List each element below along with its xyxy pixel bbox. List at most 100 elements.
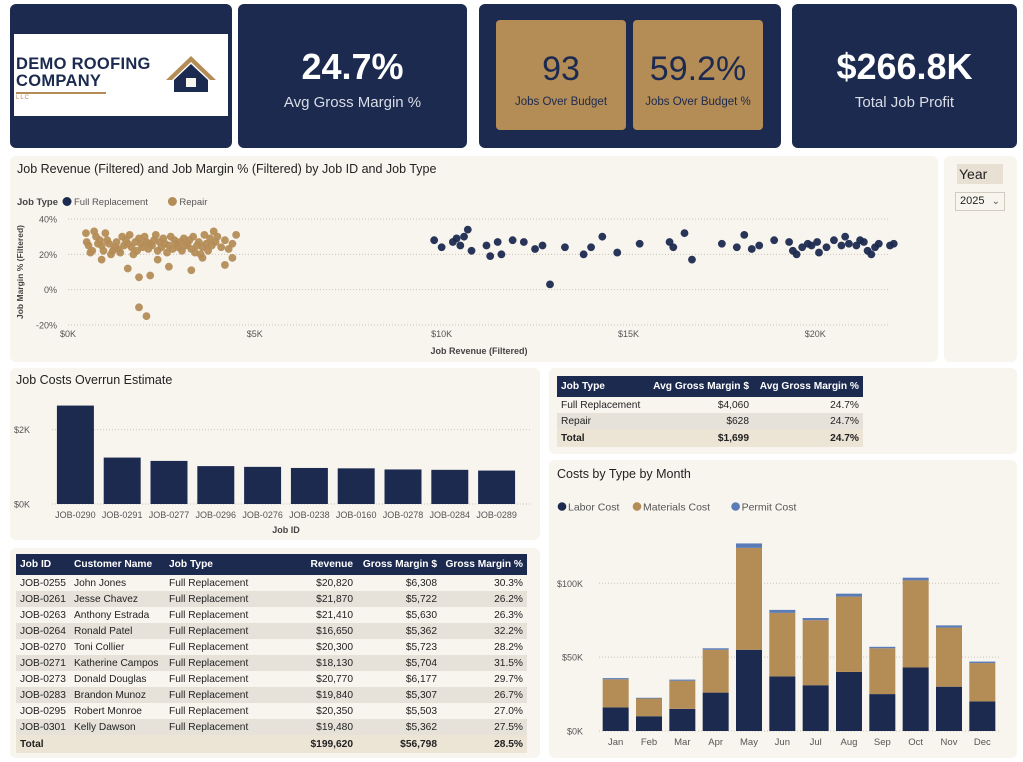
scatter-point bbox=[841, 232, 850, 241]
table-cell: JOB-0270 bbox=[20, 641, 66, 653]
bar bbox=[431, 469, 469, 504]
table-cell: 27.5% bbox=[441, 719, 527, 735]
legend-label: Full Replacement bbox=[74, 197, 148, 208]
table-row[interactable]: JOB-0271 Katherine Campos Full Replacement… bbox=[16, 655, 527, 671]
legend-label: Labor Cost bbox=[568, 502, 619, 514]
table-header-row: Job Type Avg Gross Margin $ Avg Gross Marg… bbox=[557, 376, 863, 397]
table-row[interactable]: JOB-0273 Donald Douglas Full Replacement $2… bbox=[16, 671, 527, 687]
table-cell: 29.7% bbox=[494, 673, 523, 685]
bar-segment bbox=[802, 620, 829, 686]
x-tick-label: Dec bbox=[974, 737, 991, 748]
x-tick-label: Jul bbox=[810, 737, 822, 748]
total-cell bbox=[165, 735, 301, 753]
bar-segment bbox=[836, 671, 862, 731]
table-cell: 26.7% bbox=[441, 687, 527, 703]
table-cell: 31.5% bbox=[441, 655, 527, 671]
y-tick-label: 20% bbox=[39, 250, 57, 260]
table-cell: $5,704 bbox=[357, 655, 441, 671]
total-cell bbox=[70, 735, 165, 753]
table-cell: 26.3% bbox=[494, 609, 523, 621]
bar-segment bbox=[636, 716, 662, 731]
scatter-point bbox=[228, 253, 237, 262]
x-tick-label: $10K bbox=[431, 329, 452, 339]
table-row[interactable]: Full Replacement $4,060 24.7% bbox=[557, 397, 863, 413]
x-tick-label: $20K bbox=[805, 329, 826, 339]
kpi-card-avg-gross-margin: 24.7% Avg Gross Margin % bbox=[238, 4, 467, 148]
scatter-point bbox=[740, 231, 749, 239]
scatter-point bbox=[822, 243, 831, 252]
bar-segment bbox=[936, 686, 962, 731]
column-header[interactable]: Avg Gross Margin $ bbox=[645, 376, 753, 397]
x-tick-label: Aug bbox=[841, 737, 858, 748]
table-row[interactable]: JOB-0261 Jesse Chavez Full Replacement $21,… bbox=[16, 591, 527, 607]
column-header[interactable]: Gross Margin $ bbox=[357, 554, 441, 575]
scatter-point bbox=[153, 255, 162, 264]
scatter-point bbox=[200, 231, 209, 239]
jobs-table: Job ID Customer Name Job Type Revenue Gross … bbox=[16, 554, 527, 753]
kpi-card-jobs-over-budget: 93 Jobs Over Budget bbox=[496, 20, 626, 130]
table-cell: Jesse Chavez bbox=[70, 591, 165, 607]
scatter-point bbox=[669, 243, 678, 252]
table-cell: $6,308 bbox=[405, 577, 437, 589]
costs-chart[interactable]: Labor Cost Materials Cost Permit Cost $0K $5… bbox=[549, 495, 1017, 757]
bar-segment bbox=[602, 679, 629, 708]
table-cell: $20,820 bbox=[316, 577, 353, 589]
total-cell: $56,798 bbox=[357, 735, 441, 753]
x-tick-label: Nov bbox=[941, 737, 958, 748]
bar-segment bbox=[669, 708, 696, 731]
table-cell: $21,870 bbox=[301, 591, 357, 607]
scatter-point bbox=[112, 238, 121, 246]
table-cell: $5,722 bbox=[357, 591, 441, 607]
scatter-point bbox=[213, 232, 222, 241]
scatter-point bbox=[613, 248, 622, 257]
bar-segment bbox=[802, 685, 829, 731]
table-row[interactable]: JOB-0295 Robert Monroe Full Replacement $20… bbox=[16, 703, 527, 719]
column-header[interactable]: Gross Margin % bbox=[441, 554, 527, 575]
table-cell: Full Replacement bbox=[169, 673, 249, 685]
column-header[interactable]: Avg Gross Margin % bbox=[753, 376, 863, 397]
y-tick-label: $0K bbox=[14, 500, 30, 510]
y-tick-label: 40% bbox=[39, 215, 57, 225]
scatter-point bbox=[688, 255, 696, 264]
table-row[interactable]: JOB-0264 Ronald Patel Full Replacement $16,… bbox=[16, 623, 527, 639]
column-header[interactable]: Job Type bbox=[165, 554, 301, 575]
x-tick-label: $0K bbox=[60, 329, 76, 339]
bar-segment bbox=[769, 676, 796, 731]
table-row[interactable]: JOB-0270 Toni Collier Full Replacement $20,… bbox=[16, 639, 527, 655]
table-row[interactable]: JOB-0255 John Jones Full Replacement $20,82… bbox=[16, 575, 527, 591]
column-header[interactable]: Job ID bbox=[16, 554, 70, 575]
scatter-point bbox=[755, 241, 764, 250]
y-tick-label: $0K bbox=[567, 727, 583, 737]
logo-line-1: DEMO ROOFING bbox=[16, 55, 151, 73]
scatter-point bbox=[508, 236, 517, 245]
scatter-point bbox=[456, 241, 465, 250]
scatter-point bbox=[598, 232, 607, 241]
table-cell: Kelly Dawson bbox=[70, 719, 165, 735]
table-row[interactable]: JOB-0283 Brandon Munoz Full Replacement $19… bbox=[16, 687, 527, 703]
table-cell: $6,177 bbox=[405, 673, 437, 685]
kpi-value: 24.7% bbox=[301, 46, 404, 87]
scatter-chart[interactable]: Job Type Full Replacement Repair 40% 20% 0% -2… bbox=[10, 186, 938, 362]
year-slicer-dropdown[interactable]: 2025 ⌄ bbox=[955, 192, 1005, 211]
overrun-chart[interactable]: $0K $2K JOB-0290 JOB-0291 JOB-0277 JOB-0296 JO… bbox=[10, 390, 540, 540]
column-header[interactable]: Job Type bbox=[557, 376, 645, 397]
table-row[interactable]: Repair $628 24.7% bbox=[557, 413, 863, 429]
table-cell: Full Replacement bbox=[561, 399, 641, 411]
overrun-panel bbox=[10, 368, 540, 540]
column-header[interactable]: Revenue bbox=[301, 554, 357, 575]
scatter-point bbox=[164, 262, 173, 271]
kpi-label: Jobs Over Budget bbox=[514, 96, 608, 108]
column-header[interactable]: Customer Name bbox=[70, 554, 165, 575]
legend-title: Job Type bbox=[17, 197, 58, 208]
scatter-point bbox=[187, 266, 196, 275]
kpi-value: 93 bbox=[542, 50, 580, 88]
bar-segment bbox=[869, 646, 896, 649]
x-tick-label: Apr bbox=[708, 737, 723, 748]
table-row[interactable]: JOB-0301 Kelly Dawson Full Replacement $19,… bbox=[16, 719, 527, 735]
table-row[interactable]: JOB-0263 Anthony Estrada Full Replacement $… bbox=[16, 607, 527, 623]
total-cell: $199,620 bbox=[301, 735, 357, 753]
kpi-value: 59.2% bbox=[649, 50, 747, 88]
bar-segment bbox=[836, 596, 862, 672]
kpi-group-over-budget: 93 Jobs Over Budget 59.2% Jobs Over Budg… bbox=[479, 4, 781, 148]
table-cell: 24.7% bbox=[753, 413, 863, 429]
